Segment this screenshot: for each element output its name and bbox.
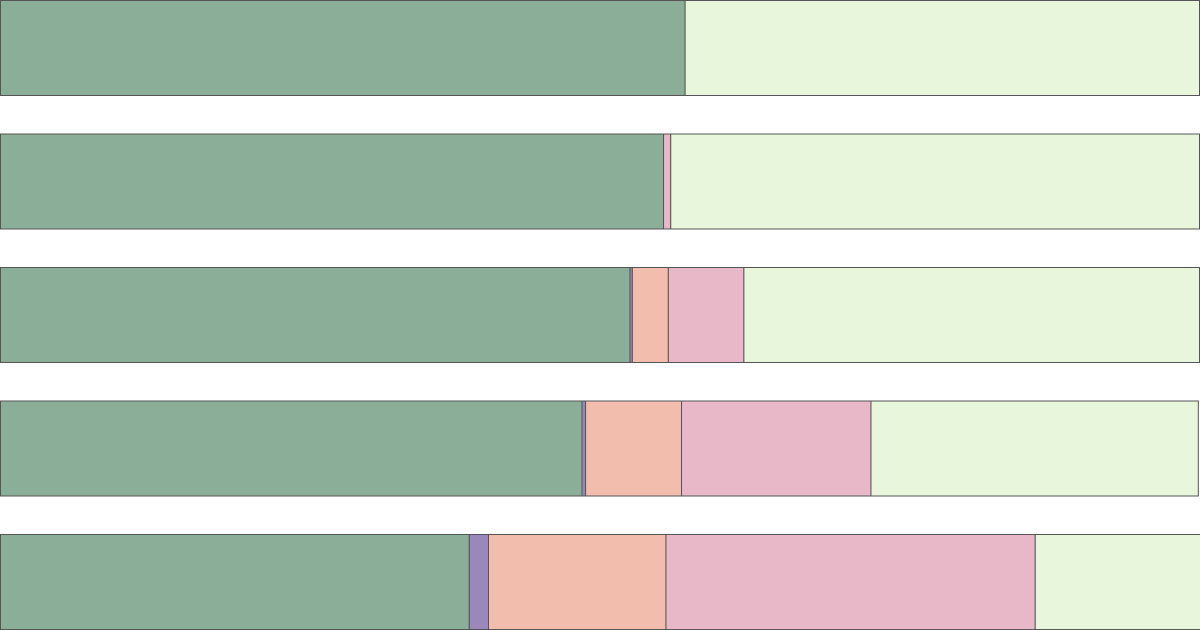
bar-segment xyxy=(743,267,1200,363)
bar-segment xyxy=(1034,534,1200,630)
bar-segment xyxy=(585,400,683,497)
bar-segment xyxy=(0,534,470,630)
bar-segment xyxy=(0,0,686,96)
bar-segment xyxy=(667,267,745,363)
bar-segment xyxy=(0,267,631,363)
bar-segment xyxy=(665,534,1036,630)
bar-segment xyxy=(663,133,672,230)
bar-segment xyxy=(681,400,872,497)
bar-segment xyxy=(684,0,1200,96)
bar-segment xyxy=(670,133,1200,230)
bar-segment xyxy=(0,400,583,497)
bar-segment xyxy=(468,534,489,630)
bar-segment xyxy=(870,400,1199,497)
bar-segment xyxy=(581,400,587,497)
bar-segment xyxy=(487,534,667,630)
bar-segment xyxy=(0,133,665,230)
bar-segment xyxy=(631,267,669,363)
